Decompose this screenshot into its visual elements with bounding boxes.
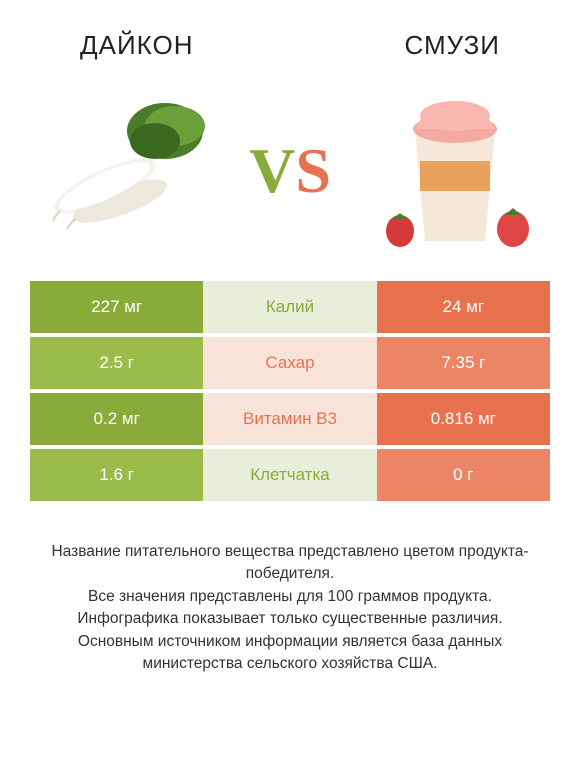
comparison-table: 227 мгКалий24 мг2.5 гСахар7.35 г0.2 мгВи…: [30, 281, 550, 501]
cell-left-value: 0.2 мг: [30, 393, 203, 445]
infographic-container: ДАЙКОН СМУЗИ VS: [0, 0, 580, 784]
cell-nutrient-name: Калий: [203, 281, 376, 333]
titles-row: ДАЙКОН СМУЗИ: [30, 20, 550, 81]
footer-line: Все значения представлены для 100 граммо…: [40, 586, 540, 608]
vs-label: VS: [249, 134, 331, 208]
footer-line: Название питательного вещества представл…: [40, 541, 540, 586]
footer-line: Основным источником информации является …: [40, 631, 540, 676]
cell-nutrient-name: Витамин B3: [203, 393, 376, 445]
images-row: VS: [30, 81, 550, 281]
table-row: 2.5 гСахар7.35 г: [30, 337, 550, 389]
vs-s: S: [295, 135, 331, 206]
smoothie-icon: [365, 91, 535, 251]
cell-right-value: 0.816 мг: [377, 393, 550, 445]
daikon-icon: [45, 101, 215, 241]
table-row: 0.2 мгВитамин B30.816 мг: [30, 393, 550, 445]
cell-nutrient-name: Клетчатка: [203, 449, 376, 501]
cell-nutrient-name: Сахар: [203, 337, 376, 389]
cell-right-value: 7.35 г: [377, 337, 550, 389]
footer-line: Инфографика показывает только существенн…: [40, 608, 540, 630]
table-row: 227 мгКалий24 мг: [30, 281, 550, 333]
cell-right-value: 0 г: [377, 449, 550, 501]
vs-v: V: [249, 135, 295, 206]
cell-left-value: 2.5 г: [30, 337, 203, 389]
table-row: 1.6 гКлетчатка0 г: [30, 449, 550, 501]
cell-left-value: 1.6 г: [30, 449, 203, 501]
title-left: ДАЙКОН: [80, 30, 194, 61]
cell-left-value: 227 мг: [30, 281, 203, 333]
title-right: СМУЗИ: [405, 30, 500, 61]
daikon-image: [40, 91, 220, 251]
cell-right-value: 24 мг: [377, 281, 550, 333]
footer-text: Название питательного вещества представл…: [30, 541, 550, 676]
smoothie-image: [360, 91, 540, 251]
